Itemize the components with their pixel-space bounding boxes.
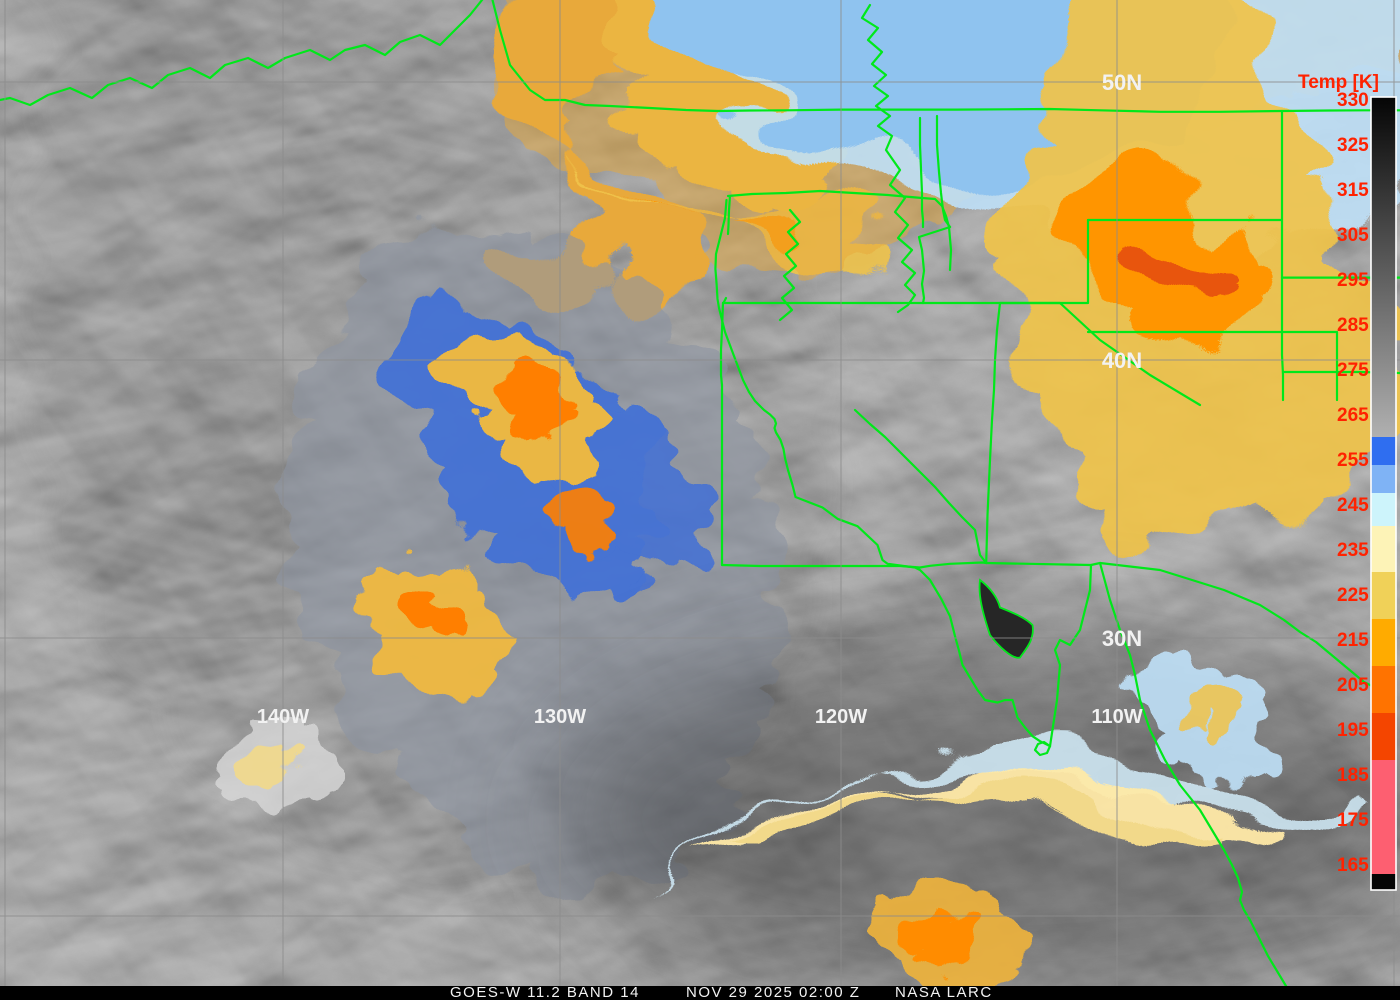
svg-text:325: 325 — [1337, 135, 1369, 156]
svg-text:235: 235 — [1337, 540, 1369, 561]
svg-text:275: 275 — [1337, 360, 1369, 381]
svg-text:255: 255 — [1337, 450, 1369, 471]
svg-text:185: 185 — [1337, 765, 1369, 786]
svg-text:140W: 140W — [257, 706, 309, 728]
svg-text:110W: 110W — [1091, 706, 1142, 728]
svg-text:215: 215 — [1337, 630, 1369, 651]
svg-text:Temp [K]: Temp [K] — [1298, 72, 1379, 93]
svg-text:225: 225 — [1337, 585, 1369, 606]
svg-text:30N: 30N — [1102, 626, 1142, 651]
svg-text:195: 195 — [1337, 720, 1369, 741]
svg-text:GOES-W 11.2 BAND 14: GOES-W 11.2 BAND 14 — [450, 984, 640, 1000]
svg-text:120W: 120W — [815, 706, 867, 728]
svg-text:315: 315 — [1337, 180, 1369, 201]
svg-text:295: 295 — [1337, 270, 1369, 291]
svg-text:165: 165 — [1337, 855, 1369, 876]
svg-text:175: 175 — [1337, 810, 1369, 831]
svg-text:50N: 50N — [1102, 70, 1142, 95]
svg-text:NASA LARC: NASA LARC — [895, 984, 993, 1000]
svg-text:330: 330 — [1337, 90, 1369, 111]
svg-text:40N: 40N — [1102, 348, 1142, 373]
svg-text:130W: 130W — [534, 706, 586, 728]
svg-text:205: 205 — [1337, 675, 1369, 696]
svg-text:305: 305 — [1337, 225, 1369, 246]
svg-text:265: 265 — [1337, 405, 1369, 426]
svg-text:245: 245 — [1337, 495, 1369, 516]
svg-text:285: 285 — [1337, 315, 1369, 336]
svg-text:NOV 29 2025 02:00 Z: NOV 29 2025 02:00 Z — [686, 984, 860, 1000]
